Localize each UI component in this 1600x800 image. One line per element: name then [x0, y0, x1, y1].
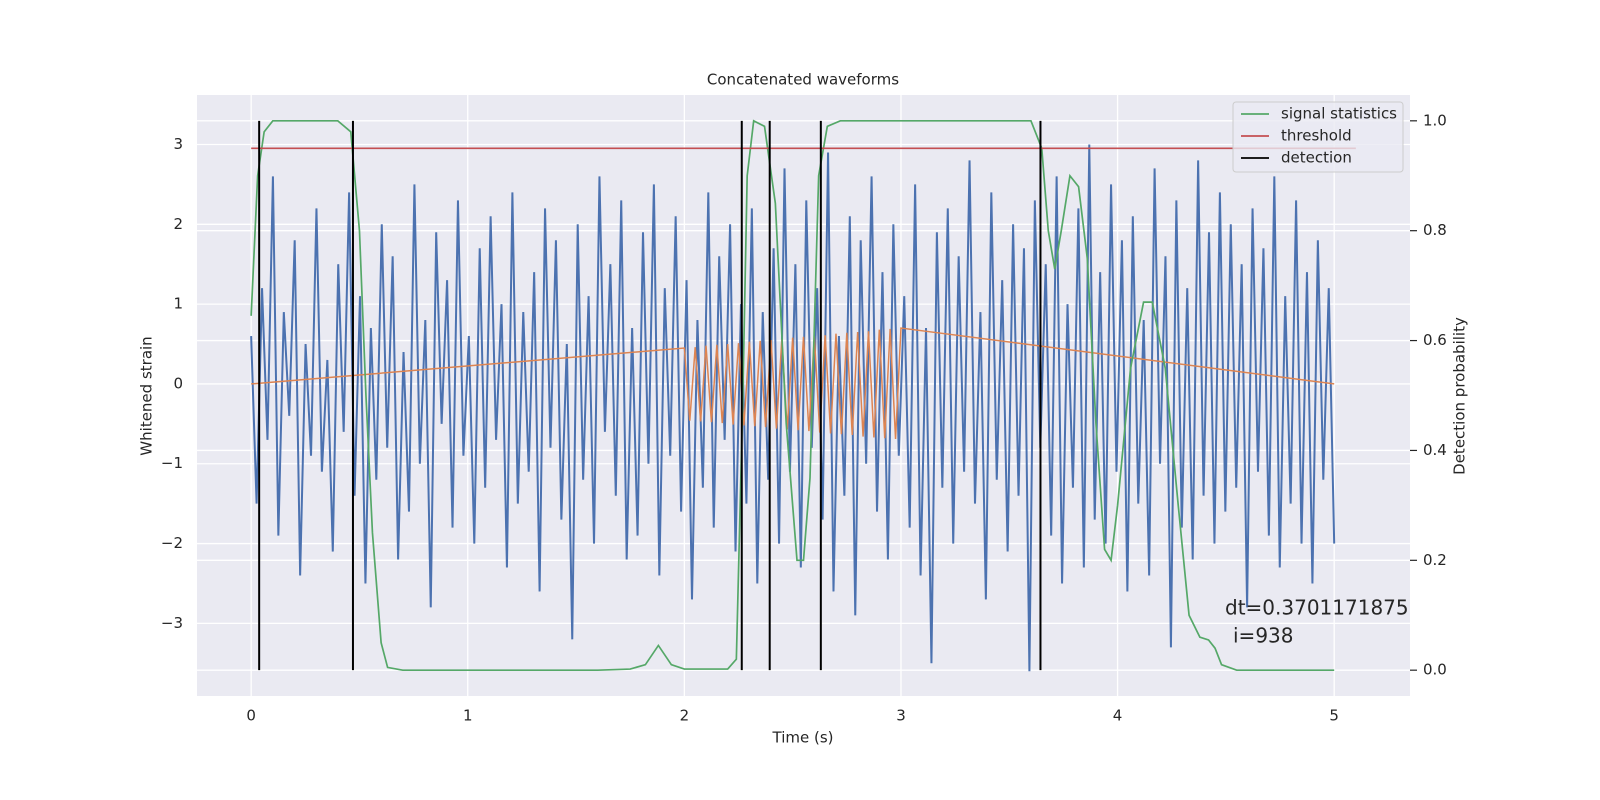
legend-label: threshold: [1281, 127, 1352, 145]
y-tick-label: −1: [161, 454, 183, 472]
strain-line: [250, 144, 1336, 672]
x-axis-label: Time (s): [772, 729, 834, 747]
x-tick-label: 1: [463, 707, 473, 725]
y-tick-label: 1: [173, 295, 183, 313]
annotation: i=938: [1233, 624, 1294, 648]
y-tick-label: 3: [173, 135, 183, 153]
y2-tick-label: 0.4: [1423, 441, 1447, 459]
x-tick-label: 3: [896, 707, 906, 725]
y2-tick-label: 1.0: [1423, 111, 1447, 129]
y-tick-label: −3: [161, 614, 183, 632]
y2-tick-label: 0.8: [1423, 221, 1447, 239]
y-tick-label: −2: [161, 534, 183, 552]
y-tick-label: 0: [173, 374, 183, 392]
y2-axis-label: Detection probability: [1451, 317, 1469, 475]
legend-box: [1232, 101, 1404, 173]
x-tick-label: 4: [1113, 707, 1123, 725]
annotation: dt=0.3701171875: [1225, 596, 1409, 620]
y2-tick-label: 0.6: [1423, 331, 1447, 349]
chart-title: Concatenated waveforms: [707, 71, 899, 89]
x-tick-label: 5: [1329, 707, 1339, 725]
waveform-line: [251, 327, 1335, 440]
y2-tick-label: 0.2: [1423, 551, 1447, 569]
x-tick-label: 2: [680, 707, 690, 725]
y2-tick-label: 0.0: [1423, 661, 1447, 679]
legend-label: signal statistics: [1281, 105, 1397, 123]
y-tick-label: 2: [173, 215, 183, 233]
legend-label: detection: [1281, 149, 1352, 167]
series-line: [250, 119, 1335, 672]
x-tick-label: 0: [246, 707, 256, 725]
y-axis-label: Whitened strain: [138, 336, 156, 455]
